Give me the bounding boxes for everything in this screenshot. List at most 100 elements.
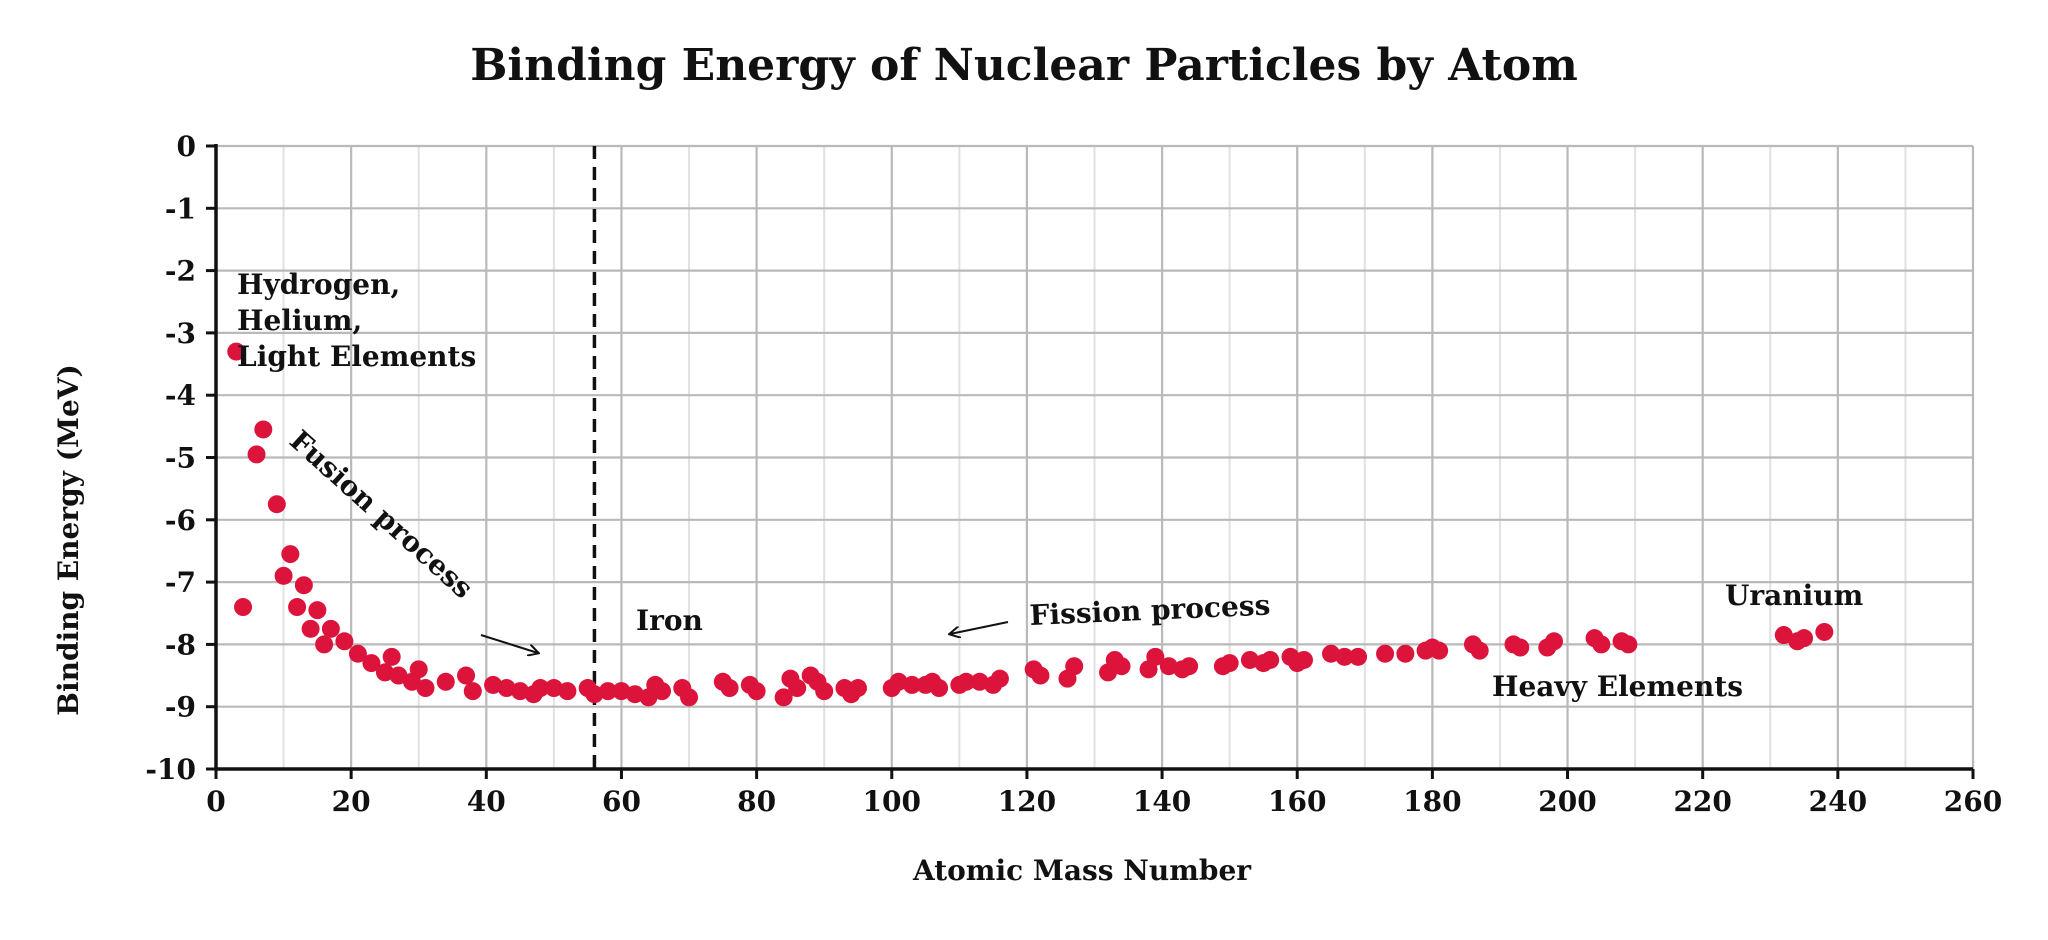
data-point <box>267 495 286 514</box>
data-point <box>585 685 604 704</box>
data-point <box>558 682 577 701</box>
x-tick-label: 80 <box>737 785 776 818</box>
data-point <box>315 635 334 654</box>
data-point <box>294 576 313 595</box>
data-point <box>409 660 428 679</box>
annotation-light-elements: Light Elements <box>237 340 476 373</box>
data-point <box>375 663 394 682</box>
data-point <box>848 679 867 698</box>
data-point <box>1065 657 1084 676</box>
data-point <box>247 445 266 464</box>
data-point <box>288 598 307 617</box>
data-point <box>612 682 631 701</box>
x-tick-label: 100 <box>863 785 921 818</box>
data-point <box>308 601 327 620</box>
fission-arrow <box>950 621 1009 634</box>
data-point <box>436 672 455 691</box>
annotation-iron: Iron <box>636 604 703 637</box>
data-point <box>815 682 834 701</box>
data-point <box>990 669 1009 688</box>
data-point <box>321 619 340 638</box>
y-tick-label: -6 <box>165 504 196 537</box>
data-point <box>1322 644 1341 663</box>
y-tick-label: -2 <box>165 255 196 288</box>
y-tick-label: -3 <box>165 317 196 350</box>
data-point <box>511 682 530 701</box>
data-point <box>1146 647 1165 666</box>
data-point <box>1396 644 1415 663</box>
data-point <box>348 644 367 663</box>
data-point <box>1795 629 1814 648</box>
data-point <box>1545 632 1564 651</box>
data-point <box>531 679 550 698</box>
annotation-helium: Helium, <box>237 304 362 337</box>
data-point <box>680 688 699 707</box>
data-point <box>1112 657 1131 676</box>
data-point <box>389 666 408 685</box>
annotation-heavy-elements: Heavy Elements <box>1492 670 1743 703</box>
data-point <box>1774 626 1793 645</box>
annotation-fusion-process: Fusion process <box>283 424 479 605</box>
major-gridlines <box>216 144 1975 769</box>
data-point <box>889 672 908 691</box>
data-point <box>930 679 949 698</box>
data-point <box>301 619 320 638</box>
data-point <box>382 647 401 666</box>
y-axis-label: Binding Energy (MeV) <box>52 364 85 715</box>
data-point <box>416 679 435 698</box>
data-point <box>1220 654 1239 673</box>
fusion-arrow <box>480 634 538 653</box>
y-tick-label: 0 <box>177 130 196 163</box>
data-point <box>625 685 644 704</box>
x-tick-label: 20 <box>332 785 371 818</box>
data-point <box>463 682 482 701</box>
data-point <box>1430 641 1449 660</box>
data-point <box>457 666 476 685</box>
y-tick-labels: 0 -1 -2 -3 -4 -5 -6 -7 -8 -9 -10 <box>145 130 196 786</box>
x-tick-label: 40 <box>467 785 506 818</box>
x-tick-label: 60 <box>602 785 641 818</box>
data-point <box>788 679 807 698</box>
data-point <box>1294 650 1313 669</box>
x-axis-label: Atomic Mass Number <box>912 854 1252 887</box>
data-point <box>1240 650 1259 669</box>
data-point <box>653 682 672 701</box>
x-tick-label: 160 <box>1268 785 1326 818</box>
axes <box>206 144 1975 779</box>
data-point <box>1592 635 1611 654</box>
x-tick-labels: 0 20 40 60 80 100 120 140 160 180 200 220 240 260 <box>206 785 2002 818</box>
x-tick-label: 260 <box>1944 785 2002 818</box>
data-point <box>1180 657 1199 676</box>
y-tick-label: -10 <box>145 753 196 786</box>
data-point <box>274 566 293 585</box>
data-point <box>970 672 989 691</box>
x-tick-label: 140 <box>1133 785 1191 818</box>
data-point <box>720 679 739 698</box>
data-point <box>1470 641 1489 660</box>
data-point <box>747 682 766 701</box>
y-tick-label: -5 <box>165 442 196 475</box>
x-tick-label: 220 <box>1673 785 1731 818</box>
data-point <box>1335 647 1354 666</box>
y-tick-label: -4 <box>165 379 196 412</box>
data-point <box>598 682 617 701</box>
data-points <box>227 342 1834 707</box>
data-point <box>774 688 793 707</box>
annotation-fission-process: Fission process <box>1029 589 1271 632</box>
data-point <box>1815 622 1834 641</box>
data-point <box>335 632 354 651</box>
data-point <box>1031 666 1050 685</box>
data-point <box>1619 635 1638 654</box>
data-point <box>544 679 563 698</box>
data-point <box>1349 647 1368 666</box>
x-tick-label: 120 <box>998 785 1056 818</box>
x-tick-label: 240 <box>1809 785 1867 818</box>
y-tick-label: -7 <box>165 566 196 599</box>
data-point <box>903 675 922 694</box>
data-point <box>484 675 503 694</box>
y-tick-label: -1 <box>165 192 196 225</box>
data-point <box>234 598 253 617</box>
x-tick-label: 200 <box>1538 785 1596 818</box>
data-point <box>227 342 246 361</box>
